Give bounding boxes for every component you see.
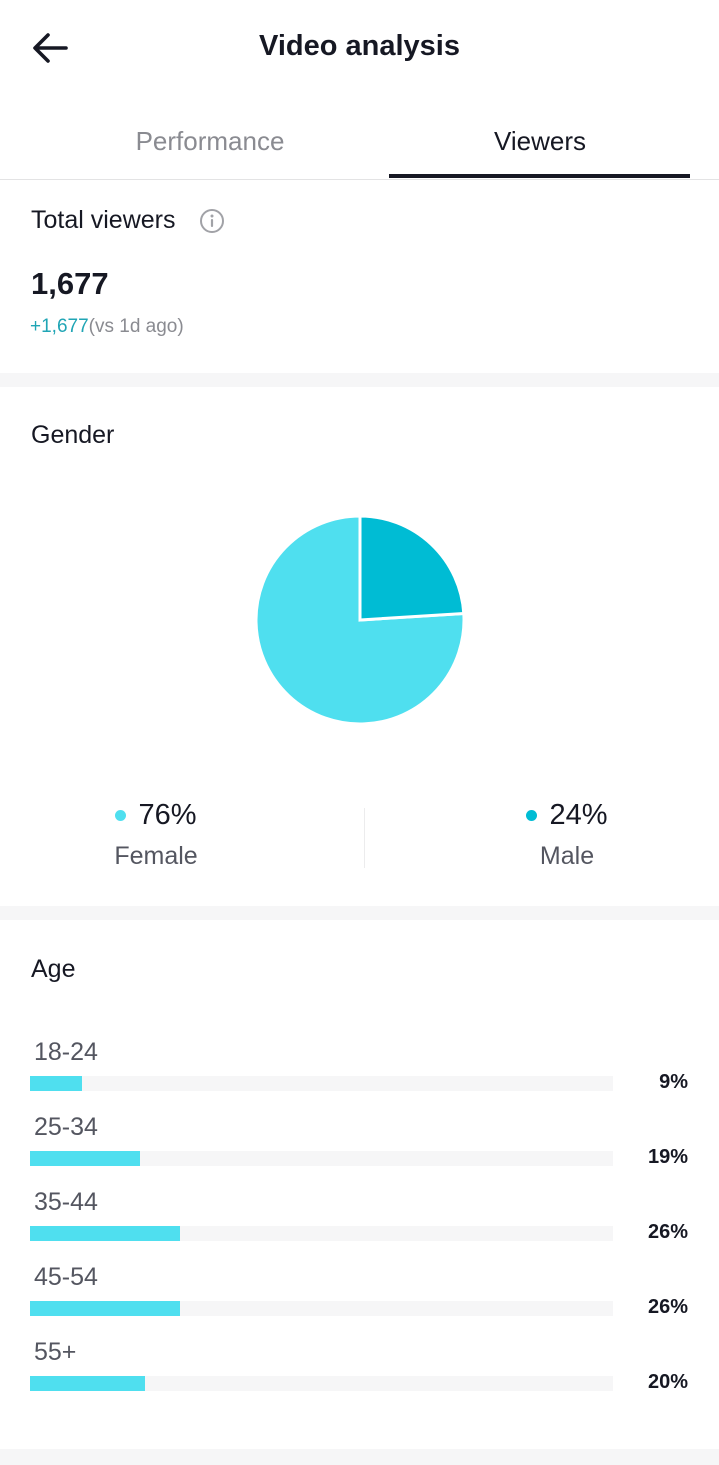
age-group-percent: 19% [647, 1146, 688, 1168]
female-label: Female [114, 842, 198, 870]
age-card: Age 18-24 9% 25-34 19% 35-44 26% 45-54 26% 55+ 20… [0, 921, 719, 1449]
legend-male: 24% Male [467, 799, 667, 871]
back-button[interactable] [28, 26, 72, 70]
age-bar-track [30, 1151, 613, 1166]
age-group-percent: 26% [647, 1221, 688, 1243]
total-viewers-value: 1,677 [31, 266, 109, 301]
page-title: Video analysis [259, 30, 460, 62]
info-circle-icon[interactable] [199, 208, 225, 234]
age-bar-track [30, 1301, 613, 1316]
section-divider [0, 1449, 719, 1465]
age-group-label: 45-54 [34, 1263, 98, 1291]
pie-slice-male [358, 514, 466, 622]
male-percent: 24% [549, 799, 608, 831]
total-viewers-label: Total viewers [31, 206, 176, 234]
legend-divider [364, 808, 365, 868]
age-bar-track [30, 1376, 613, 1391]
section-divider [0, 906, 719, 920]
section-divider [0, 373, 719, 387]
age-bar-fill [30, 1301, 180, 1316]
age-group-label: 25-34 [34, 1113, 98, 1141]
gender-title: Gender [31, 421, 115, 449]
age-group-percent: 26% [647, 1296, 688, 1318]
age-group-percent: 20% [647, 1371, 688, 1393]
age-group-label: 18-24 [34, 1038, 98, 1066]
age-row: 45-54 26% [0, 1263, 719, 1333]
age-bar-fill [30, 1226, 180, 1241]
male-label: Male [539, 842, 595, 870]
male-dot-icon [526, 810, 538, 821]
viewers-change-suffix: (vs 1d ago) [88, 316, 184, 337]
header: Video analysis [0, 0, 719, 96]
tab-performance[interactable]: Performance [135, 126, 285, 156]
age-title: Age [31, 955, 76, 983]
age-bar-track [30, 1226, 613, 1241]
age-bar-fill [30, 1151, 140, 1166]
age-bar-track [30, 1076, 613, 1091]
tab-bar: Performance Viewers [0, 110, 719, 180]
age-row: 55+ 20% [0, 1338, 719, 1408]
female-dot-icon [115, 810, 127, 821]
age-bar-fill [30, 1076, 82, 1091]
age-row: 25-34 19% [0, 1113, 719, 1183]
active-tab-indicator [389, 174, 690, 178]
arrow-left-icon [33, 33, 68, 63]
age-row: 18-24 9% [0, 1038, 719, 1108]
tab-viewers[interactable]: Viewers [493, 126, 586, 156]
viewers-change: +1,677(vs 1d ago) [30, 316, 184, 338]
age-group-label: 35-44 [34, 1188, 98, 1216]
age-group-label: 55+ [34, 1338, 77, 1366]
gender-pie-chart [254, 514, 466, 726]
viewers-change-value: +1,677 [30, 316, 89, 337]
age-bar-fill [30, 1376, 145, 1391]
pie-slice-female [254, 514, 466, 726]
legend-female: 76% Female [56, 799, 256, 871]
age-row: 35-44 26% [0, 1188, 719, 1258]
gender-card: Gender 76% Female 24% Male [0, 387, 719, 906]
female-percent: 76% [138, 799, 197, 831]
age-group-percent: 9% [659, 1071, 688, 1093]
total-viewers-card: Total viewers 1,677 +1,677(vs 1d ago) [0, 180, 719, 372]
